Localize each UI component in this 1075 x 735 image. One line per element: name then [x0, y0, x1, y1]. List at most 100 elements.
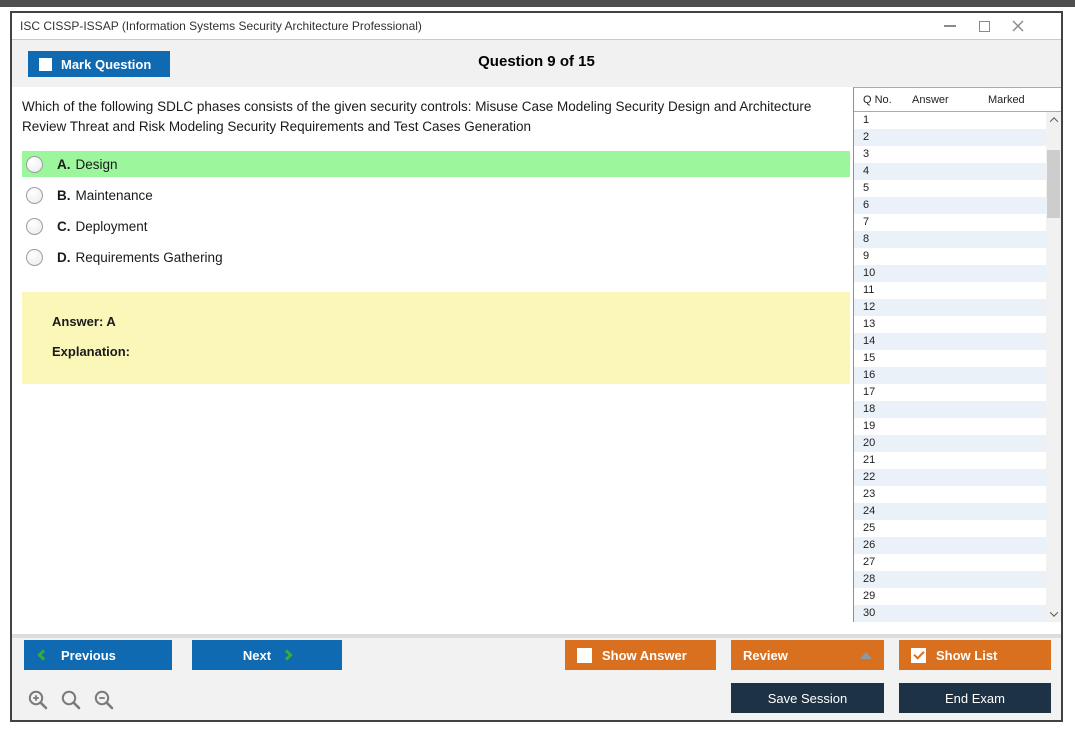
question-list-row[interactable]: 1: [854, 112, 1046, 129]
question-list-row[interactable]: 2: [854, 129, 1046, 146]
question-list-row[interactable]: 20: [854, 435, 1046, 452]
save-session-label: Save Session: [767, 690, 848, 706]
close-button[interactable]: [1001, 15, 1035, 37]
question-list-row[interactable]: 17: [854, 384, 1046, 401]
show-list-label: Show List: [936, 647, 998, 663]
answer-explanation-box: Answer: A Explanation:: [22, 292, 850, 385]
maximize-button[interactable]: [967, 15, 1001, 37]
question-list-row[interactable]: 4: [854, 163, 1046, 180]
radio-button-a[interactable]: [26, 155, 43, 173]
question-list-header: Q No. Answer Marked: [854, 88, 1061, 112]
answer-label: Answer: A: [52, 314, 116, 330]
option-text: Requirements Gathering: [75, 249, 223, 265]
show-answer-label: Show Answer: [602, 647, 687, 663]
question-list-row[interactable]: 3: [854, 146, 1046, 163]
question-list-body: 1 2 3 4 5 6 7 8 9 10 11 12 13 14 15 16 17 18 19 20 21 22 23 24 2…: [854, 112, 1061, 622]
radio-button-b[interactable]: [26, 186, 43, 204]
zoom-reset-icon[interactable]: [59, 688, 83, 712]
window-title: ISC CISSP-ISSAP (Information Systems Sec…: [20, 19, 422, 33]
explanation-label: Explanation:: [52, 344, 131, 360]
question-list-row[interactable]: 26: [854, 537, 1046, 554]
zoom-toolbar: [26, 688, 116, 712]
question-list-row[interactable]: 11: [854, 282, 1046, 299]
mark-question-button[interactable]: Mark Question: [28, 51, 170, 77]
question-list-row[interactable]: 10: [854, 265, 1046, 282]
zoom-in-icon[interactable]: [26, 688, 50, 712]
question-list-panel: Q No. Answer Marked 1 2 3 4 5 6 7 8 9 10 11 12 13 14 1…: [853, 87, 1061, 622]
answer-option[interactable]: D. Requirements Gathering: [22, 244, 850, 270]
question-header: Mark Question Question 9 of 15: [12, 40, 1061, 87]
mark-question-label: Mark Question: [61, 56, 152, 72]
question-list-row[interactable]: 25: [854, 520, 1046, 537]
show-answer-checkbox[interactable]: [577, 647, 592, 663]
column-header-answer: Answer: [912, 93, 949, 106]
question-list-scrollbar[interactable]: [1046, 112, 1061, 622]
question-list-row[interactable]: 29: [854, 588, 1046, 605]
scroll-down-button[interactable]: [1046, 606, 1061, 622]
end-exam-button[interactable]: End Exam: [899, 683, 1051, 713]
question-list-row[interactable]: 18: [854, 401, 1046, 418]
column-header-qno: Q No.: [863, 93, 892, 106]
review-label: Review: [743, 647, 788, 663]
question-list-row[interactable]: 16: [854, 367, 1046, 384]
answer-option[interactable]: A. Design: [22, 151, 850, 178]
maximize-icon: [978, 20, 990, 32]
option-text: Design: [75, 156, 118, 172]
option-letter: C.: [57, 218, 71, 234]
mark-question-checkbox[interactable]: [39, 57, 52, 71]
question-list-row[interactable]: 9: [854, 248, 1046, 265]
chevron-left-icon: [37, 649, 49, 661]
previous-button[interactable]: Previous: [24, 640, 172, 670]
radio-button-c[interactable]: [26, 217, 43, 235]
option-text: Deployment: [75, 218, 148, 234]
option-letter: D.: [57, 249, 71, 265]
next-label: Next: [242, 647, 272, 663]
question-list-row[interactable]: 28: [854, 571, 1046, 588]
question-list-row[interactable]: 19: [854, 418, 1046, 435]
triangle-up-icon: [860, 652, 872, 659]
question-list-row[interactable]: 7: [854, 214, 1046, 231]
option-text: Maintenance: [75, 187, 153, 203]
question-list-row[interactable]: 6: [854, 197, 1046, 214]
question-list-rows: 1 2 3 4 5 6 7 8 9 10 11 12 13 14 15 16 17 18 19 20 21 22 23 24 2…: [854, 112, 1046, 622]
minimize-button[interactable]: [933, 15, 967, 37]
close-icon: [1012, 20, 1024, 32]
main-area: Which of the following SDLC phases consi…: [12, 87, 1061, 630]
question-list-row[interactable]: 13: [854, 316, 1046, 333]
previous-label: Previous: [61, 647, 116, 663]
chevron-up-icon: [1049, 117, 1058, 126]
question-list-row[interactable]: 8: [854, 231, 1046, 248]
scrollbar-thumb[interactable]: [1047, 150, 1060, 218]
radio-button-d[interactable]: [26, 248, 43, 266]
question-list-row[interactable]: 14: [854, 333, 1046, 350]
question-counter: Question 9 of 15: [478, 53, 595, 70]
question-list-row[interactable]: 30: [854, 605, 1046, 622]
minimize-icon: [944, 25, 956, 27]
next-button[interactable]: Next: [192, 640, 342, 670]
end-exam-label: End Exam: [945, 690, 1005, 706]
answer-option[interactable]: C. Deployment: [22, 213, 850, 239]
column-header-marked: Marked: [988, 93, 1025, 106]
question-list-row[interactable]: 12: [854, 299, 1046, 316]
show-list-button[interactable]: Show List: [899, 640, 1051, 670]
zoom-out-icon[interactable]: [92, 688, 116, 712]
question-list-row[interactable]: 24: [854, 503, 1046, 520]
exam-window: ISC CISSP-ISSAP (Information Systems Sec…: [10, 11, 1063, 722]
title-bar: ISC CISSP-ISSAP (Information Systems Sec…: [12, 13, 1061, 40]
question-list-row[interactable]: 21: [854, 452, 1046, 469]
answer-option[interactable]: B. Maintenance: [22, 182, 850, 208]
save-session-button[interactable]: Save Session: [731, 683, 884, 713]
question-list-row[interactable]: 27: [854, 554, 1046, 571]
show-list-checkbox[interactable]: [911, 647, 926, 663]
show-answer-button[interactable]: Show Answer: [565, 640, 716, 670]
question-content: Which of the following SDLC phases consi…: [12, 87, 853, 630]
scroll-up-button[interactable]: [1046, 112, 1061, 128]
question-list-row[interactable]: 5: [854, 180, 1046, 197]
review-dropdown[interactable]: Review: [731, 640, 884, 670]
question-list-row[interactable]: 15: [854, 350, 1046, 367]
question-text: Which of the following SDLC phases consi…: [22, 99, 812, 134]
bottom-toolbar: Previous Next Show Answer Review Show Li…: [12, 634, 1061, 720]
question-list-row[interactable]: 23: [854, 486, 1046, 503]
question-list-row[interactable]: 22: [854, 469, 1046, 486]
option-letter: A.: [57, 156, 71, 172]
